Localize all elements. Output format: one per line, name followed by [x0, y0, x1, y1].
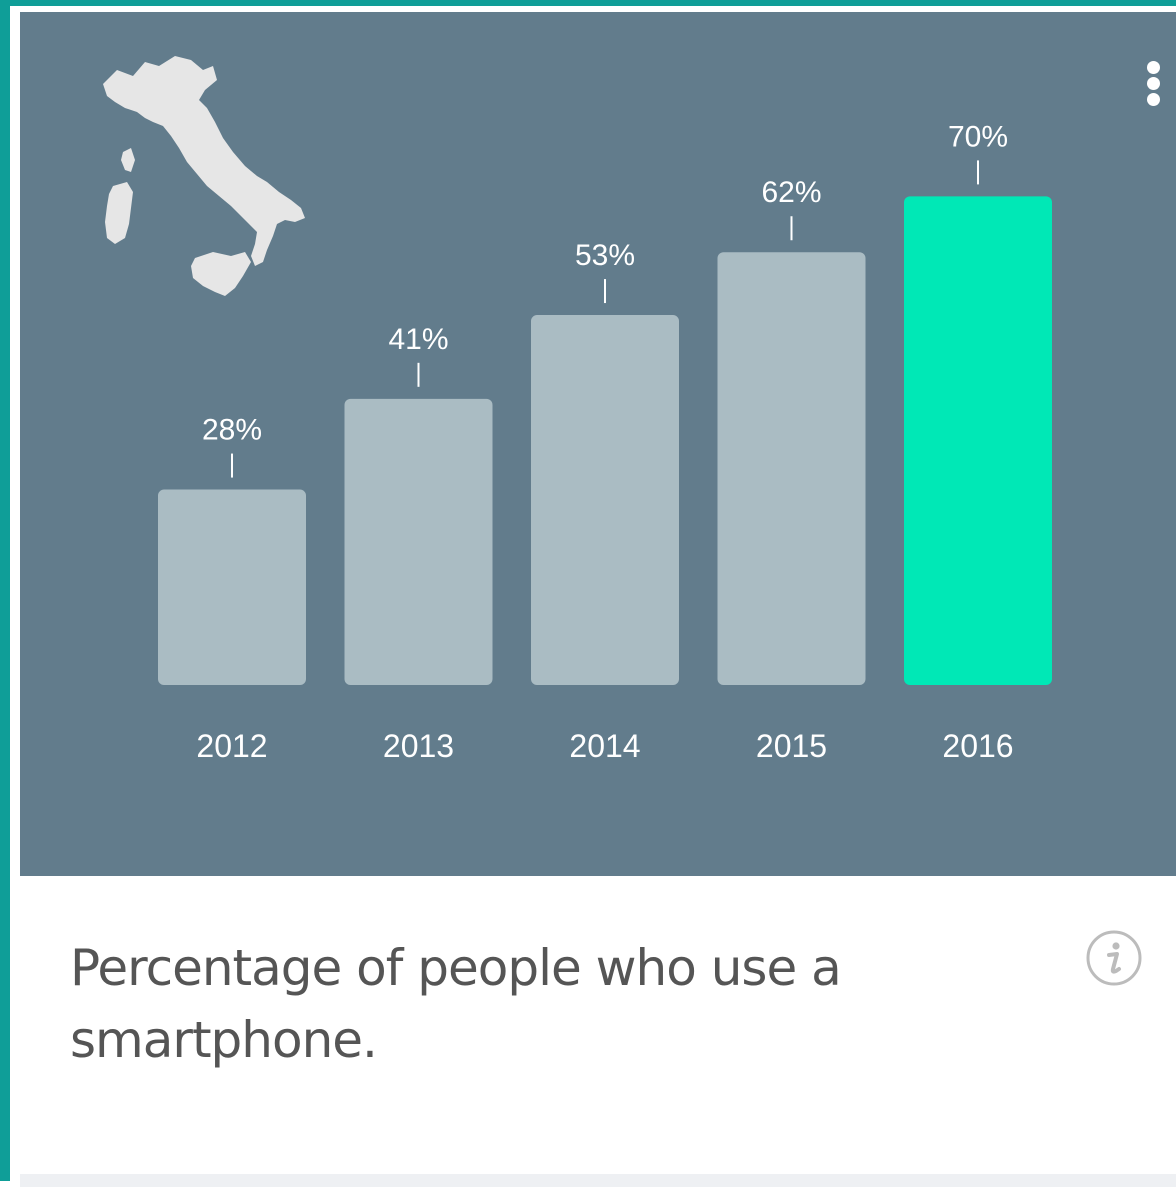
menu-dot	[1147, 77, 1160, 90]
bar-2012	[158, 489, 306, 685]
bar-2016	[904, 196, 1052, 685]
bar-2014	[531, 315, 679, 685]
x-tick-label: 2014	[569, 728, 640, 764]
value-label: 70%	[948, 120, 1008, 153]
x-tick-label: 2015	[756, 728, 827, 764]
menu-dot	[1147, 93, 1160, 106]
chart-caption: Percentage of people who use a smartphon…	[70, 939, 842, 1069]
x-tick-label: 2016	[942, 728, 1013, 764]
bar-2013	[344, 398, 493, 685]
caption-area: Percentage of people who use a smartphon…	[20, 876, 1176, 1174]
more-vert-icon[interactable]	[1138, 58, 1170, 108]
bar-chart: 28% 2012 41% 2013 53% 2014 62% 2015 70% 2016	[158, 120, 1052, 764]
value-label: 28%	[202, 414, 262, 447]
x-tick-label: 2012	[196, 728, 267, 764]
value-label: 41%	[388, 323, 448, 356]
value-label: 53%	[575, 239, 635, 272]
chart-panel: 28% 2012 41% 2013 53% 2014 62% 2015 70% 2016	[20, 12, 1176, 876]
italy-map-icon	[103, 56, 305, 296]
value-label: 62%	[761, 176, 821, 209]
info-icon[interactable]	[1085, 929, 1143, 987]
menu-dot	[1147, 61, 1160, 74]
bar-2015	[717, 252, 866, 686]
x-tick-label: 2013	[383, 728, 454, 764]
